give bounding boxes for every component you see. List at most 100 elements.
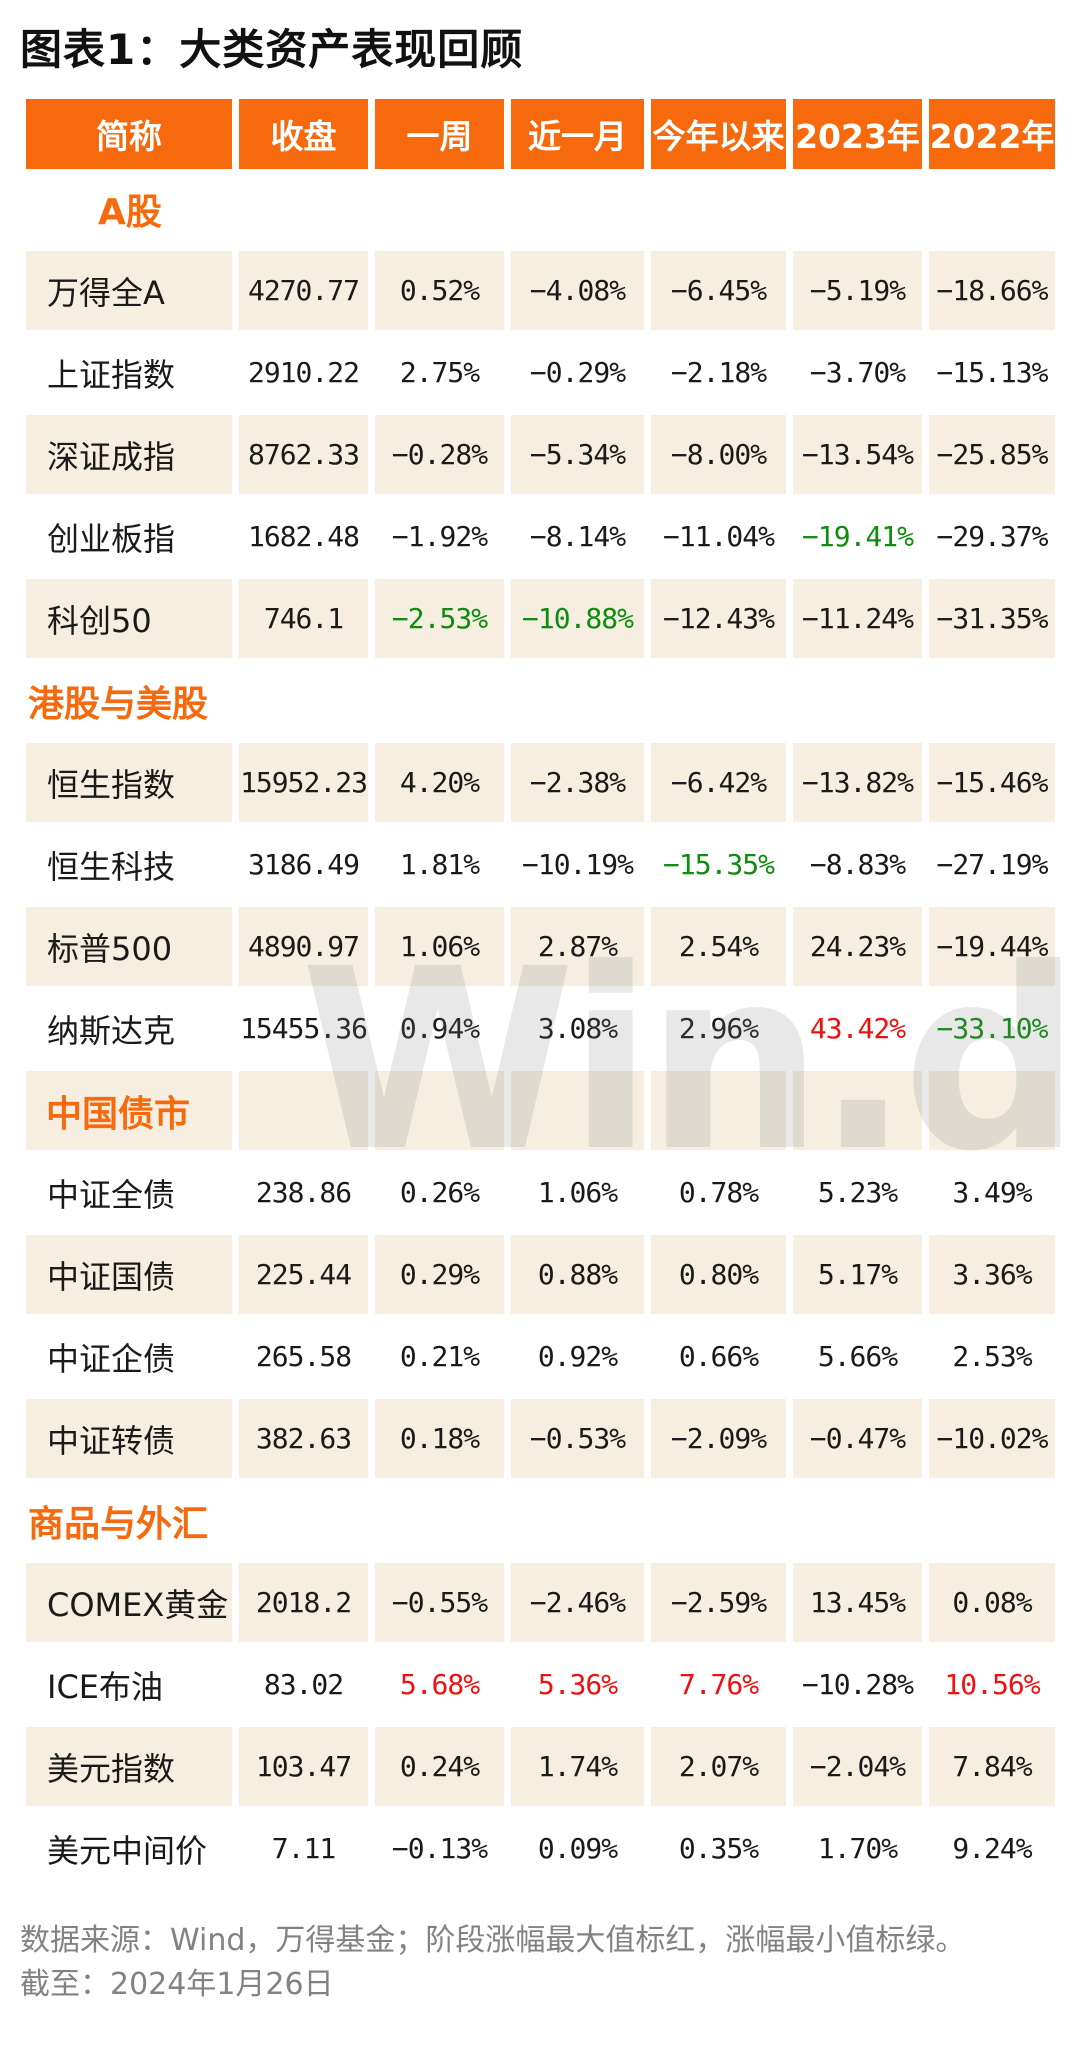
column-header: 2023年 <box>786 99 922 169</box>
table-footer: 数据来源：Wind，万得基金；阶段涨幅最大值标红，涨幅最小值标绿。 截至：202… <box>20 1919 1080 2007</box>
value-cell: −0.55% <box>368 1563 504 1645</box>
value-cell: −10.88% <box>504 579 644 661</box>
table-row: 美元中间价 7.11 −0.13% 0.09% 0.35% 1.70% 9.24% <box>26 1809 1055 1891</box>
empty-cell <box>504 1071 644 1153</box>
section-title: 港股与美股 <box>26 661 232 743</box>
section-row: 中国债市 <box>26 1071 1055 1153</box>
value-cell: −0.47% <box>786 1399 922 1481</box>
table-row: 中证企债 265.58 0.21% 0.92% 0.66% 5.66% 2.53% <box>26 1317 1055 1399</box>
value-cell: 13.45% <box>786 1563 922 1645</box>
value-cell: −19.44% <box>922 907 1055 989</box>
value-cell: 2.53% <box>922 1317 1055 1399</box>
asset-name-cell: 中证全债 <box>26 1153 232 1235</box>
empty-cell <box>504 661 644 743</box>
value-cell: −5.34% <box>504 415 644 497</box>
value-cell: −3.70% <box>786 333 922 415</box>
value-cell: −8.83% <box>786 825 922 907</box>
empty-cell <box>368 661 504 743</box>
value-cell: −10.28% <box>786 1645 922 1727</box>
value-cell: 15455.36 <box>232 989 368 1071</box>
page-title: 图表1：大类资产表现回顾 <box>20 25 524 74</box>
footer-source-note: 数据来源：Wind，万得基金；阶段涨幅最大值标红，涨幅最小值标绿。 <box>20 1923 966 1958</box>
value-cell: −13.82% <box>786 743 922 825</box>
empty-cell <box>504 169 644 251</box>
value-cell: 1.74% <box>504 1727 644 1809</box>
value-cell: −2.46% <box>504 1563 644 1645</box>
value-cell: 5.66% <box>786 1317 922 1399</box>
table-row: 恒生指数 15952.23 4.20% −2.38% −6.42% −13.82% −15.… <box>26 743 1055 825</box>
table-row: 纳斯达克 15455.36 0.94% 3.08% 2.96% 43.42% −33.10% <box>26 989 1055 1071</box>
value-cell: 1.81% <box>368 825 504 907</box>
asset-name-cell: 深证成指 <box>26 415 232 497</box>
value-cell: −15.35% <box>644 825 786 907</box>
value-cell: 2.07% <box>644 1727 786 1809</box>
asset-name-cell: ICE布油 <box>26 1645 232 1727</box>
table-row: 万得全A 4270.77 0.52% −4.08% −6.45% −5.19% −18.66… <box>26 251 1055 333</box>
value-cell: −31.35% <box>922 579 1055 661</box>
empty-cell <box>922 661 1055 743</box>
value-cell: 43.42% <box>786 989 922 1071</box>
value-cell: 1.70% <box>786 1809 922 1891</box>
value-cell: 3.08% <box>504 989 644 1071</box>
empty-cell <box>368 1071 504 1153</box>
empty-cell <box>232 169 368 251</box>
value-cell: 5.23% <box>786 1153 922 1235</box>
value-cell: 746.1 <box>232 579 368 661</box>
value-cell: 1682.48 <box>232 497 368 579</box>
value-cell: 5.68% <box>368 1645 504 1727</box>
value-cell: 0.26% <box>368 1153 504 1235</box>
empty-cell <box>232 661 368 743</box>
table-row: ICE布油 83.02 5.68% 5.36% 7.76% −10.28% 10.56% <box>26 1645 1055 1727</box>
value-cell: 0.80% <box>644 1235 786 1317</box>
value-cell: 3186.49 <box>232 825 368 907</box>
value-cell: 4.20% <box>368 743 504 825</box>
empty-cell <box>644 169 786 251</box>
value-cell: −8.00% <box>644 415 786 497</box>
value-cell: 0.09% <box>504 1809 644 1891</box>
value-cell: 0.18% <box>368 1399 504 1481</box>
value-cell: −11.04% <box>644 497 786 579</box>
section-row: 港股与美股 <box>26 661 1055 743</box>
value-cell: −29.37% <box>922 497 1055 579</box>
asset-name-cell: 美元中间价 <box>26 1809 232 1891</box>
value-cell: 103.47 <box>232 1727 368 1809</box>
value-cell: −18.66% <box>922 251 1055 333</box>
value-cell: 9.24% <box>922 1809 1055 1891</box>
header-row: 简称 收盘 一周 近一月 今年以来 2023年 2022年 <box>26 99 1055 169</box>
asset-name-cell: 恒生指数 <box>26 743 232 825</box>
value-cell: −19.41% <box>786 497 922 579</box>
asset-performance-table: 简称 收盘 一周 近一月 今年以来 2023年 2022年 A股 万得全A 4270.77 0.5… <box>26 99 1055 1891</box>
value-cell: −10.02% <box>922 1399 1055 1481</box>
table-row: 中证国债 225.44 0.29% 0.88% 0.80% 5.17% 3.36% <box>26 1235 1055 1317</box>
section-row: A股 <box>26 169 1055 251</box>
value-cell: 24.23% <box>786 907 922 989</box>
value-cell: 2.96% <box>644 989 786 1071</box>
value-cell: 8762.33 <box>232 415 368 497</box>
asset-name-cell: 万得全A <box>26 251 232 333</box>
value-cell: −13.54% <box>786 415 922 497</box>
value-cell: −2.04% <box>786 1727 922 1809</box>
value-cell: −10.19% <box>504 825 644 907</box>
value-cell: 0.52% <box>368 251 504 333</box>
asset-name-cell: COMEX黄金 <box>26 1563 232 1645</box>
value-cell: 1.06% <box>368 907 504 989</box>
value-cell: 10.56% <box>922 1645 1055 1727</box>
asset-name-cell: 标普500 <box>26 907 232 989</box>
empty-cell <box>232 1071 368 1153</box>
value-cell: 382.63 <box>232 1399 368 1481</box>
value-cell: −2.09% <box>644 1399 786 1481</box>
value-cell: 0.08% <box>922 1563 1055 1645</box>
empty-cell <box>504 1481 644 1563</box>
value-cell: −15.13% <box>922 333 1055 415</box>
value-cell: 0.78% <box>644 1153 786 1235</box>
value-cell: 265.58 <box>232 1317 368 1399</box>
section-title: 中国债市 <box>26 1071 232 1153</box>
value-cell: 2910.22 <box>232 333 368 415</box>
value-cell: 15952.23 <box>232 743 368 825</box>
value-cell: 0.21% <box>368 1317 504 1399</box>
empty-cell <box>922 1071 1055 1153</box>
value-cell: −6.42% <box>644 743 786 825</box>
value-cell: 2.54% <box>644 907 786 989</box>
value-cell: −4.08% <box>504 251 644 333</box>
table-header: 简称 收盘 一周 近一月 今年以来 2023年 2022年 <box>26 99 1055 169</box>
